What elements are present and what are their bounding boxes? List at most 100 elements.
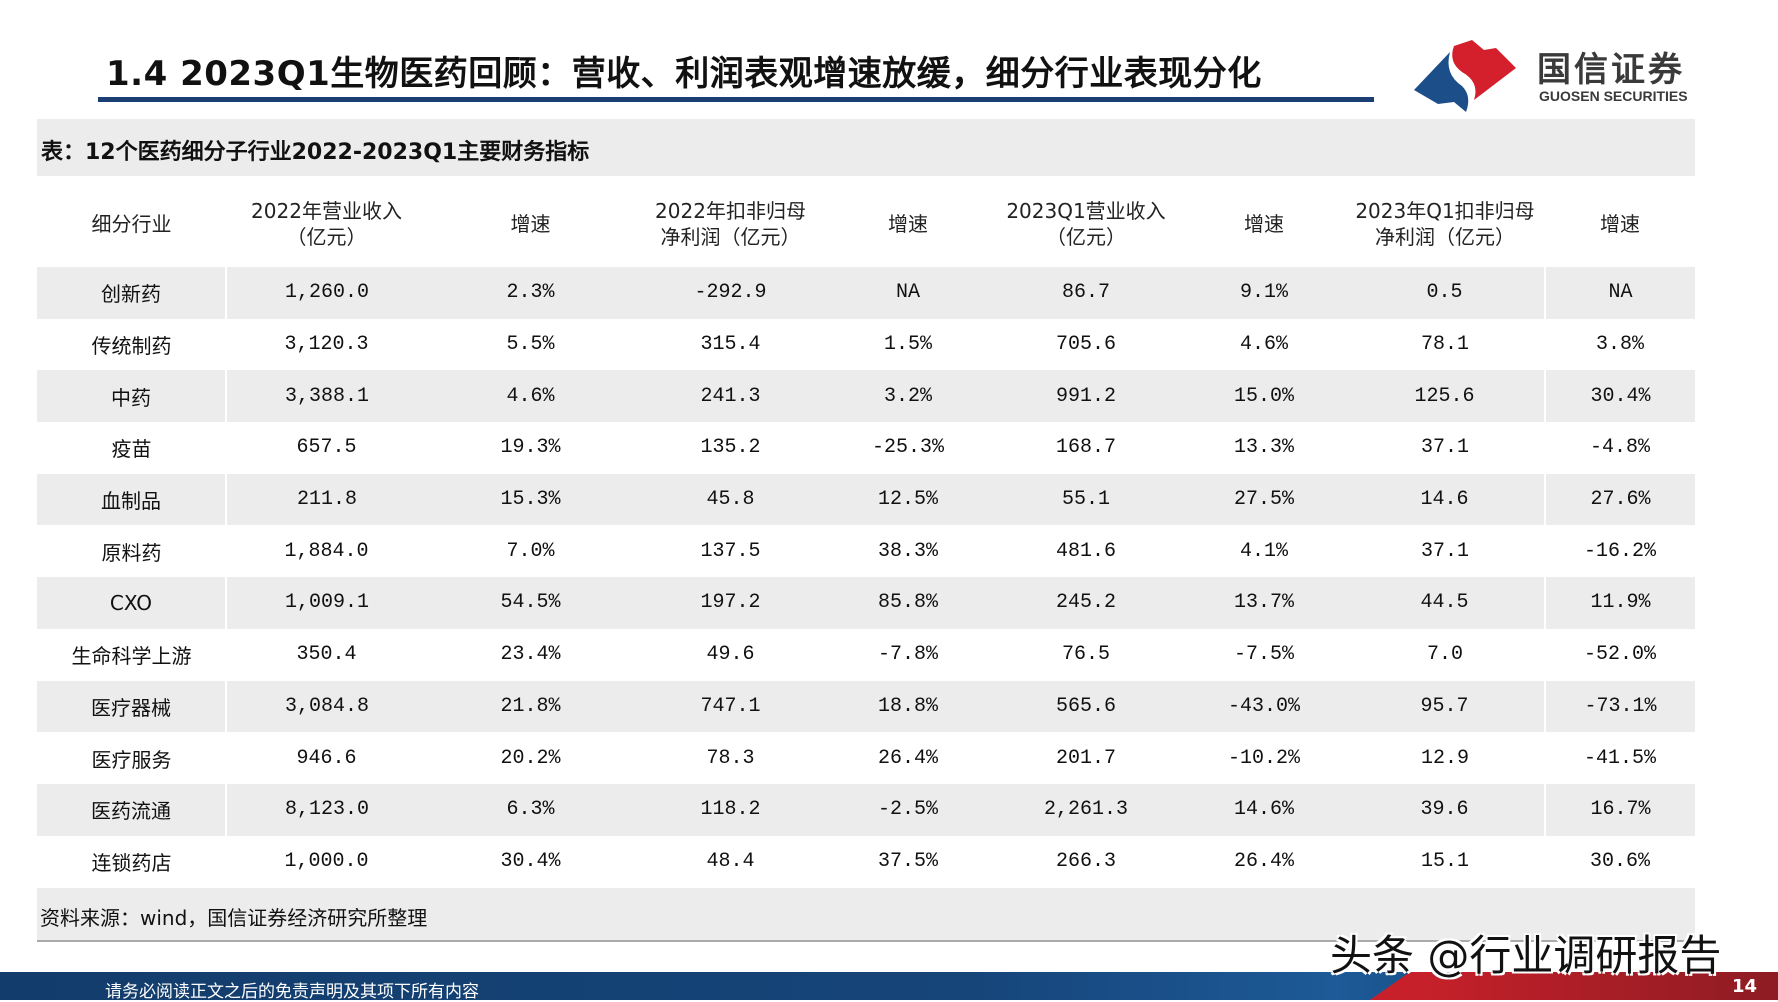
value-cell: -16.2% xyxy=(1583,539,1656,563)
source-band xyxy=(37,888,1695,940)
value-cell: 11.9% xyxy=(1545,577,1695,629)
column-header-line: （亿元） xyxy=(1046,225,1126,249)
value-cell: 14.6 xyxy=(1345,473,1546,526)
industry-name-cell: 医疗器械 xyxy=(37,680,227,733)
industry-name-cell: 中药 xyxy=(37,370,227,423)
value-cell: 125.6 xyxy=(1345,370,1546,423)
value-cell: 14.6% xyxy=(1183,783,1345,836)
value-cell: 705.6 xyxy=(1055,333,1116,357)
value-cell: 55.1 xyxy=(989,473,1183,526)
industry-name-cell: 医疗服务 xyxy=(91,747,172,772)
value-cell: 8,123.0 xyxy=(226,783,427,836)
logo-text-en: GUOSEN SECURITIES xyxy=(1539,88,1688,104)
caption-band xyxy=(37,119,1695,176)
column-header-line: 2023Q1营业收入 xyxy=(1006,199,1166,223)
value-cell: 27.5% xyxy=(1183,473,1345,526)
table-row: 生命科学上游 350.4 23.4% 49.6 -7.8% 76.5 -7.5% 7.0 -52… xyxy=(37,629,1695,681)
column-header-line: 净利润（亿元） xyxy=(1375,225,1515,249)
value-cell: 85.8% xyxy=(827,577,989,629)
value-cell: 13.7% xyxy=(1183,577,1345,629)
value-cell: 78.3 xyxy=(706,746,755,770)
column-header-line: 2023年Q1扣非归母 xyxy=(1355,199,1535,223)
value-cell: -292.9 xyxy=(634,267,827,319)
value-cell: 197.2 xyxy=(634,577,827,629)
financial-table: 细分行业 2022年营业收入 （亿元） 增速 2022年扣非归母 净利润（亿元） 增速 202… xyxy=(37,181,1695,887)
value-cell: 26.4% xyxy=(1233,849,1294,873)
table-row: 传统制药 3,120.3 5.5% 315.4 1.5% 705.6 4.6% 78.1 3.8… xyxy=(37,319,1695,371)
value-cell: 18.8% xyxy=(827,680,989,733)
value-cell: 1,009.1 xyxy=(226,577,427,629)
value-cell: 4.1% xyxy=(1239,539,1288,563)
value-cell: 991.2 xyxy=(989,370,1183,423)
value-cell: 0.5 xyxy=(1345,267,1546,319)
industry-name-cell: CXO xyxy=(37,577,227,629)
value-cell: NA xyxy=(1545,267,1695,319)
column-header-line: 净利润（亿元） xyxy=(660,225,801,249)
column-header-line: 增速 xyxy=(1244,212,1284,236)
value-cell: 5.5% xyxy=(506,333,555,357)
value-cell: 2.3% xyxy=(427,267,634,319)
value-cell: 946.6 xyxy=(296,746,357,770)
value-cell: 118.2 xyxy=(634,783,827,836)
logo-text-cn: 国信证券 xyxy=(1537,50,1685,90)
value-cell: 3.2% xyxy=(827,370,989,423)
value-cell: 45.8 xyxy=(634,473,827,526)
value-cell: 37.5% xyxy=(877,849,938,873)
page-title: 1.4 2023Q1生物医药回顾：营收、利润表观增速放缓，细分行业表现分化 xyxy=(106,54,1262,94)
value-cell: 30.6% xyxy=(1589,849,1650,873)
column-header: 2022年营业收入 （亿元） xyxy=(226,181,427,267)
value-cell: 16.7% xyxy=(1545,783,1695,836)
value-cell: 3,120.3 xyxy=(284,333,369,357)
value-cell: 95.7 xyxy=(1345,680,1546,733)
table-row: 疫苗 657.5 19.3% 135.2 -25.3% 168.7 13.3% 37.1 -4.… xyxy=(37,422,1695,474)
value-cell: 54.5% xyxy=(427,577,634,629)
table-row: 医药流通 8,123.0 6.3% 118.2 -2.5% 2,261.3 14.6% 39.… xyxy=(37,783,1695,836)
column-header-line: 2022年营业收入 xyxy=(251,199,402,223)
value-cell: 1.5% xyxy=(883,333,932,357)
value-cell: 48.4 xyxy=(706,849,755,873)
table-caption: 表：12个医药细分子行业2022-2023Q1主要财务指标 xyxy=(41,140,590,165)
value-cell: 9.1% xyxy=(1183,267,1345,319)
watermark: 头条 @行业调研报告 xyxy=(1330,931,1722,980)
value-cell: 135.2 xyxy=(700,436,761,460)
column-header: 增速 xyxy=(427,181,634,267)
industry-name-cell: 血制品 xyxy=(37,473,227,526)
column-header: 增速 xyxy=(1183,181,1345,267)
value-cell: 15.3% xyxy=(427,473,634,526)
table-row: 创新药 1,260.0 2.3% -292.9 NA 86.7 9.1% 0.5 NA xyxy=(37,267,1695,319)
value-cell: 78.1 xyxy=(1420,333,1469,357)
column-header-line: 增速 xyxy=(510,212,551,236)
value-cell: 3.8% xyxy=(1595,333,1644,357)
source-note: 资料来源：wind，国信证券经济研究所整理 xyxy=(40,906,428,930)
column-header: 2023Q1营业收入 （亿元） xyxy=(989,181,1183,267)
value-cell: 15.0% xyxy=(1183,370,1345,423)
value-cell: 315.4 xyxy=(700,333,761,357)
value-cell: 266.3 xyxy=(1055,849,1116,873)
value-cell: 21.8% xyxy=(427,680,634,733)
column-header-line: （亿元） xyxy=(286,225,367,249)
value-cell: -7.8% xyxy=(877,643,938,667)
value-cell: 1,000.0 xyxy=(284,849,369,873)
value-cell: 49.6 xyxy=(706,643,755,667)
value-cell: -4.8% xyxy=(1589,436,1650,460)
value-cell: 37.1 xyxy=(1420,436,1469,460)
table-header-row: 细分行业 2022年营业收入 （亿元） 增速 2022年扣非归母 净利润（亿元） 增速 202… xyxy=(37,181,1695,267)
value-cell: 350.4 xyxy=(296,643,357,667)
value-cell: -41.5% xyxy=(1583,746,1656,770)
column-header: 细分行业 xyxy=(37,181,226,267)
industry-name-cell: 医药流通 xyxy=(37,783,227,836)
value-cell: 12.9 xyxy=(1420,746,1469,770)
footer-bar xyxy=(0,972,1778,1000)
table-row: CXO 1,009.1 54.5% 197.2 85.8% 245.2 13.7% 44.5 1… xyxy=(37,577,1695,629)
value-cell: 7.0 xyxy=(1426,643,1463,667)
column-header-line: 2022年扣非归母 xyxy=(655,199,806,223)
value-cell: NA xyxy=(827,267,989,319)
value-cell: 38.3% xyxy=(877,539,938,563)
value-cell: 26.4% xyxy=(877,746,938,770)
value-cell: 6.3% xyxy=(427,783,634,836)
value-cell: 44.5 xyxy=(1345,577,1546,629)
value-cell: 245.2 xyxy=(989,577,1183,629)
value-cell: 2,261.3 xyxy=(989,783,1183,836)
value-cell: 39.6 xyxy=(1345,783,1546,836)
value-cell: 13.3% xyxy=(1233,436,1294,460)
